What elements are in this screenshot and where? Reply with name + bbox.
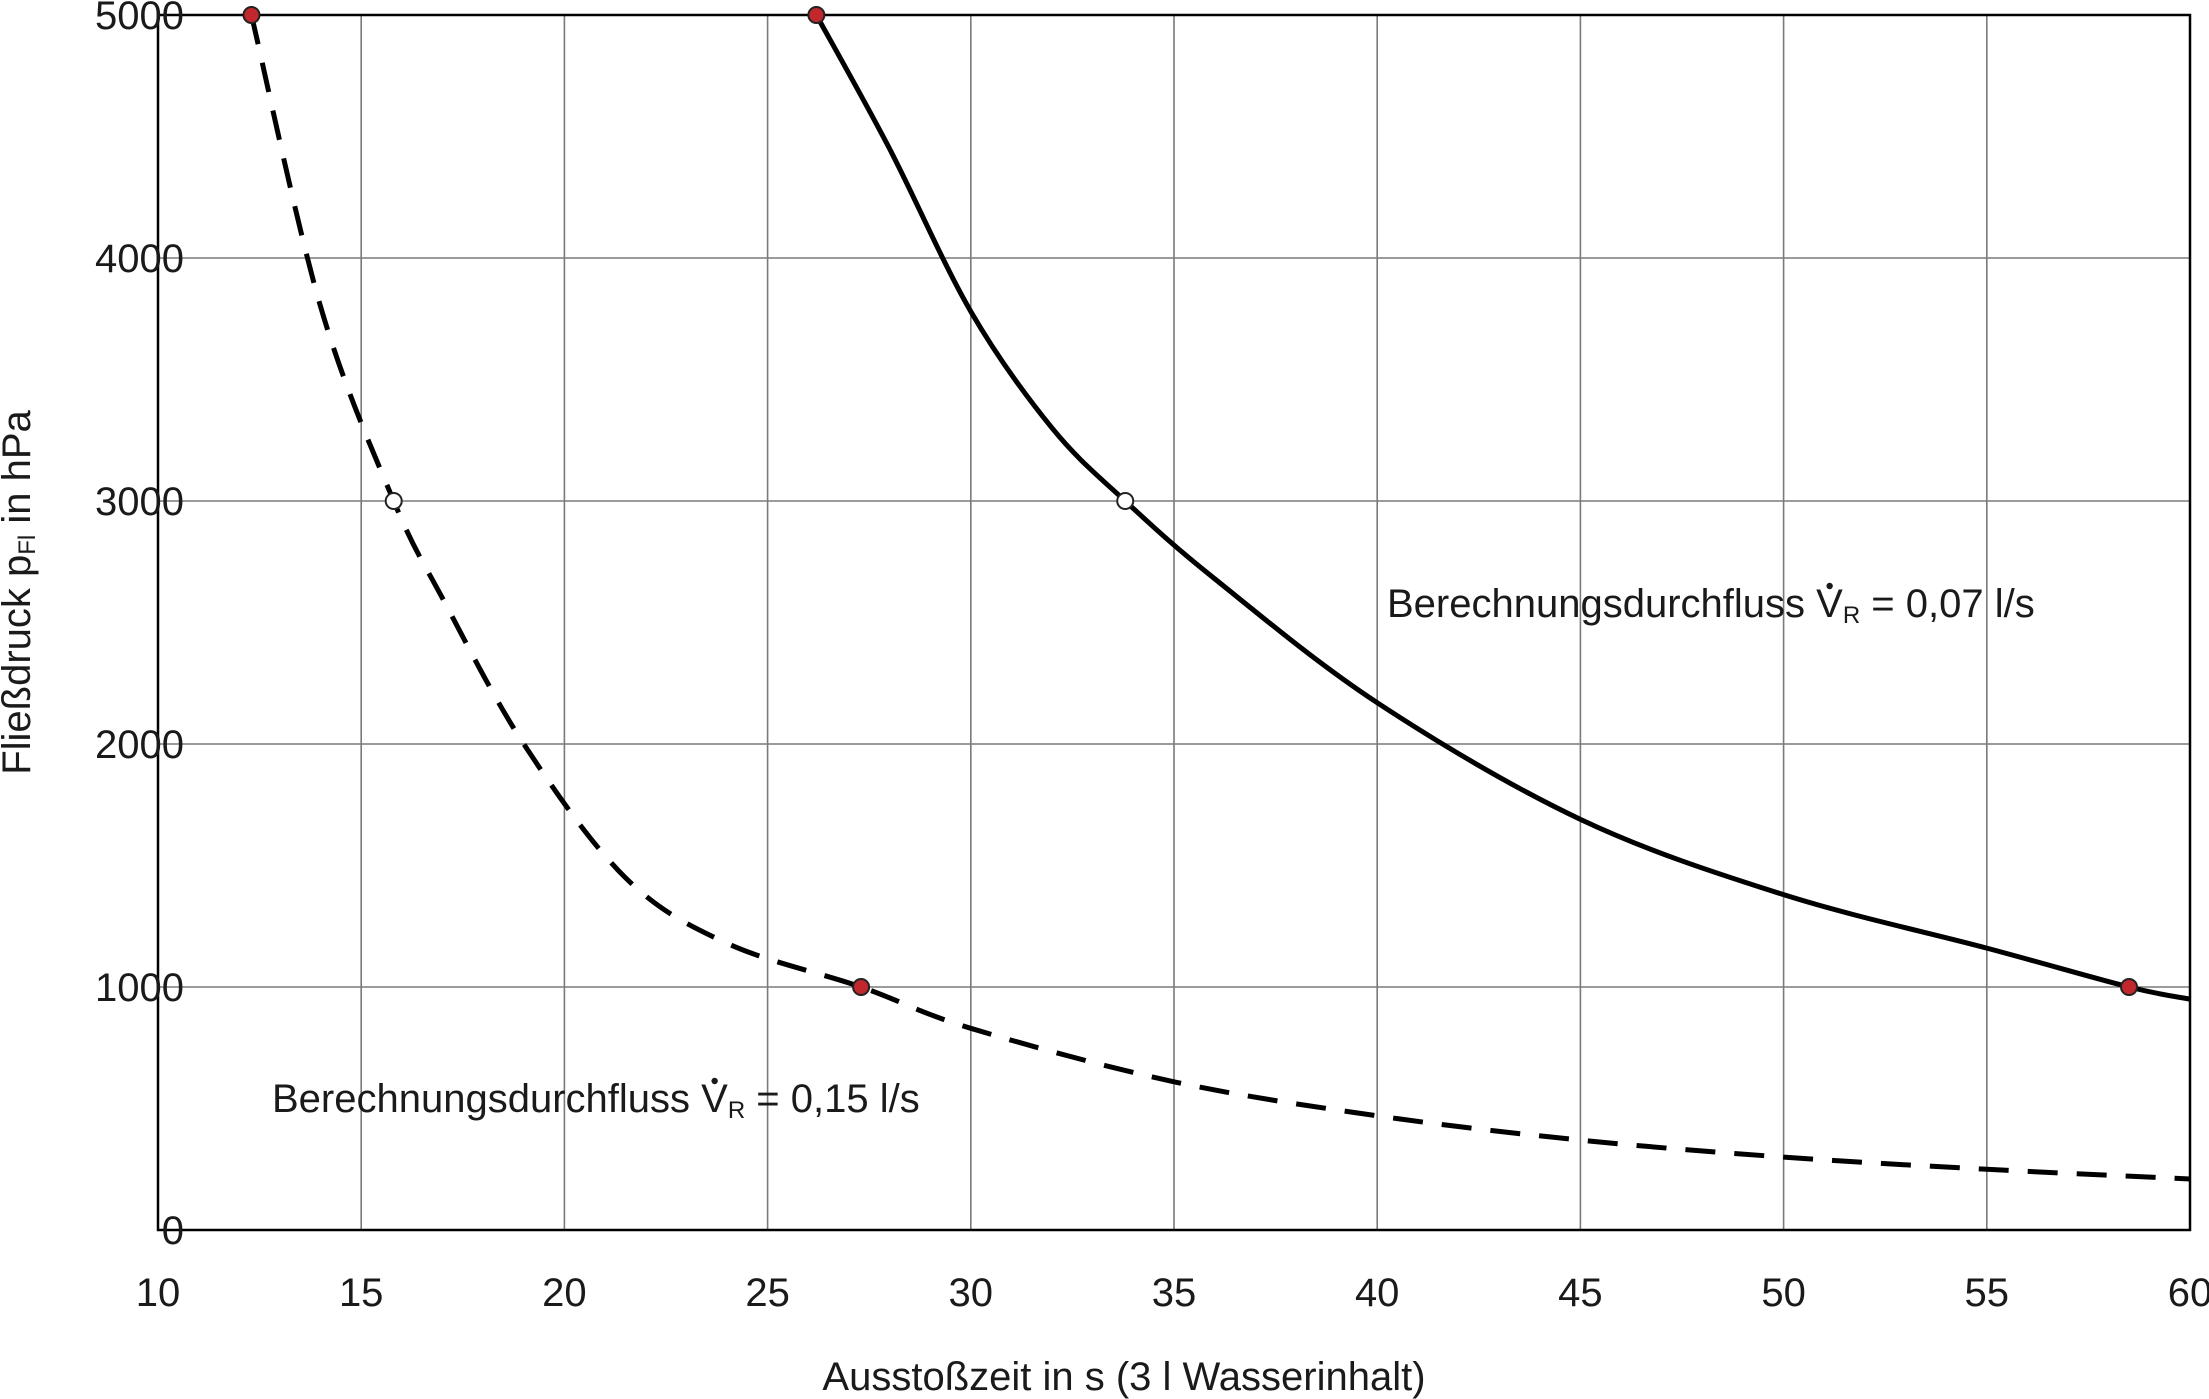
x-tick-label: 45 bbox=[1558, 1271, 1603, 1315]
marker-open bbox=[1116, 492, 1135, 510]
annotation-prefix: Berechnungsdurchfluss bbox=[1387, 582, 1816, 626]
x-axis-label: Ausstoßzeit in s (3 l Wasserinhalt) bbox=[822, 1355, 1425, 1399]
y-axis-label-main: Fließdruck p bbox=[0, 555, 39, 775]
y-tick-label: 4000 bbox=[95, 237, 184, 281]
y-tick-label: 0 bbox=[162, 1209, 184, 1253]
marker-red bbox=[2120, 978, 2139, 996]
series-line-solid bbox=[814, 13, 2191, 1002]
x-tick-label: 15 bbox=[339, 1271, 384, 1315]
y-tick-label: 3000 bbox=[95, 480, 184, 524]
annotation-symbol: V bbox=[701, 1077, 728, 1121]
x-tick-label: 25 bbox=[745, 1271, 790, 1315]
y-axis-label: Fließdruck pFl in hPa bbox=[0, 409, 41, 774]
x-tick-label: 55 bbox=[1965, 1271, 2010, 1315]
annotation-dot-accent bbox=[1826, 582, 1833, 590]
annotation-flow-015: Berechnungsdurchfluss VR = 0,15 l/s bbox=[272, 1077, 920, 1124]
marker-layer bbox=[242, 6, 2139, 996]
x-tick-label: 60 bbox=[2168, 1271, 2209, 1315]
x-tick-label: 50 bbox=[1761, 1271, 1806, 1315]
y-tick-label: 2000 bbox=[95, 723, 184, 767]
annotation-subscript: R bbox=[1843, 602, 1860, 629]
x-tick-label: 35 bbox=[1152, 1271, 1197, 1315]
marker-red bbox=[852, 978, 871, 996]
y-axis-label-sub: Fl bbox=[14, 535, 41, 555]
x-tick-label: 10 bbox=[136, 1271, 181, 1315]
x-tick-label: 40 bbox=[1355, 1271, 1400, 1315]
x-tick-label: 20 bbox=[542, 1271, 587, 1315]
annotation-suffix: = 0,15 l/s bbox=[745, 1077, 920, 1121]
x-tick-label: 30 bbox=[949, 1271, 994, 1315]
tick-labels: 10 15 20 25 30 35 40 45 50 55 60 0 1000 2000 3000 4000 5… bbox=[95, 0, 2209, 1315]
annotation-subscript: R bbox=[728, 1097, 745, 1124]
y-axis-label-tail: in hPa bbox=[0, 409, 39, 534]
marker-open bbox=[384, 492, 403, 510]
annotation-dot-accent bbox=[711, 1077, 718, 1085]
annotation-suffix: = 0,07 l/s bbox=[1860, 582, 2035, 626]
marker-red bbox=[242, 6, 261, 24]
plot-frame bbox=[156, 13, 2192, 1232]
annotation-flow-007: Berechnungsdurchfluss VR = 0,07 l/s bbox=[1387, 582, 2035, 629]
marker-red bbox=[807, 6, 826, 24]
y-tick-label: 5000 bbox=[95, 0, 184, 38]
annotation-symbol: V bbox=[1816, 582, 1843, 626]
annotation-prefix: Berechnungsdurchfluss bbox=[272, 1077, 701, 1121]
y-tick-label: 1000 bbox=[95, 966, 184, 1010]
